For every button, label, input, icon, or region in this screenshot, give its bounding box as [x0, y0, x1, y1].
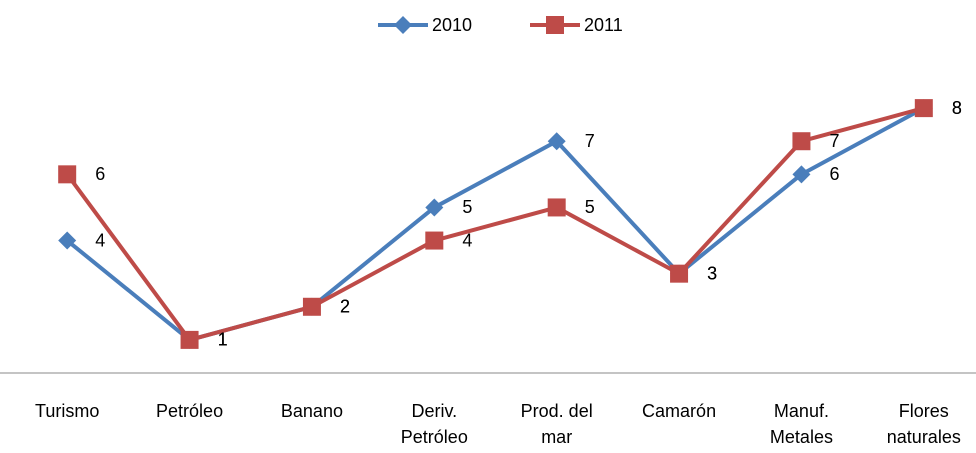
data-label: 5 [585, 197, 595, 217]
marker [547, 132, 566, 151]
x-tick-label: Petróleo [156, 401, 224, 421]
x-tick-label: Prod. del mar [520, 401, 593, 447]
x-tick-label: Banano [280, 401, 343, 421]
data-label: 2 [340, 297, 350, 317]
marker [914, 99, 933, 118]
marker [425, 198, 444, 217]
data-label: 8 [952, 98, 962, 118]
data-label: 8 [952, 98, 962, 118]
legend-label: 2011 [584, 15, 623, 35]
marker [302, 297, 321, 316]
marker [670, 264, 689, 283]
marker [792, 165, 811, 184]
marker [180, 330, 199, 349]
x-tick-label: Manuf. Metales [769, 401, 833, 447]
data-label: 6 [829, 164, 839, 184]
series-line [65, 106, 925, 342]
marker [547, 198, 566, 217]
data-label: 1 [218, 330, 228, 350]
marker [792, 132, 811, 151]
data-label: 7 [829, 131, 839, 151]
marker [58, 165, 77, 184]
data-label: 7 [585, 131, 595, 151]
x-tick-label: Flores naturales [886, 401, 961, 447]
data-label: 5 [462, 197, 472, 217]
data-label: 6 [95, 164, 105, 184]
x-tick-label: Camarón [642, 401, 717, 421]
x-tick-label: Turismo [35, 401, 100, 421]
data-label: 1 [218, 330, 228, 350]
marker [58, 231, 77, 250]
legend-marker [394, 16, 412, 34]
data-label: 2 [340, 297, 350, 317]
data-label: 3 [707, 263, 717, 283]
data-label: 3 [707, 263, 717, 283]
legend-marker [546, 16, 564, 34]
legend-label: 2010 [432, 15, 472, 35]
x-tick-label: Deriv. Petróleo [400, 401, 468, 447]
marker [425, 231, 444, 250]
data-label: 4 [462, 230, 472, 250]
data-label: 4 [95, 230, 105, 250]
